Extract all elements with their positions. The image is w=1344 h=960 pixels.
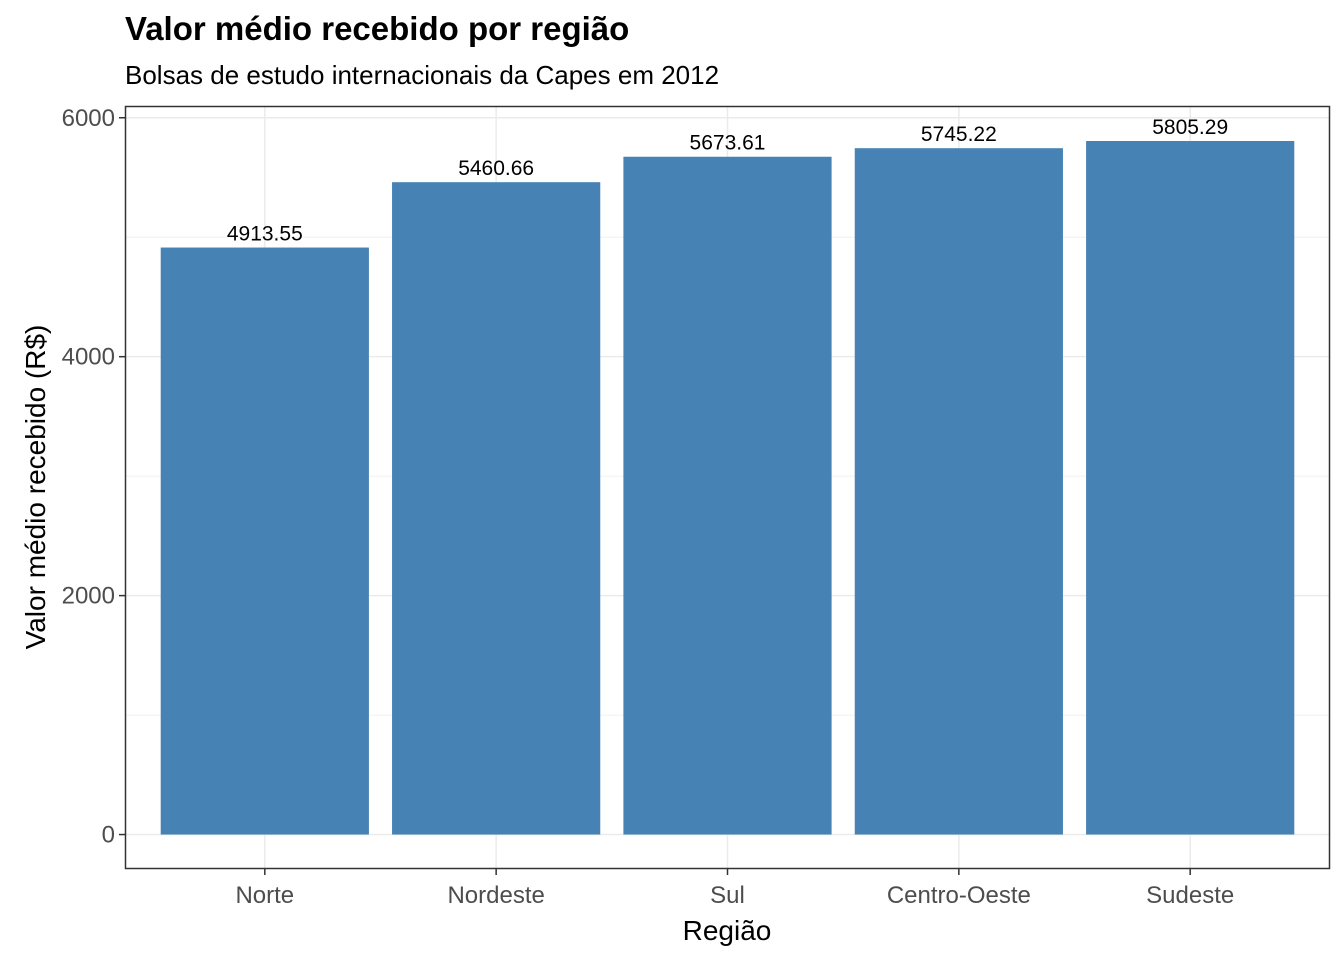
data-label: 5460.66 xyxy=(458,157,534,180)
y-tick-label: 6000 xyxy=(62,105,115,132)
y-tick-label: 2000 xyxy=(62,583,115,610)
bar-norte xyxy=(160,247,369,835)
bars xyxy=(160,141,1295,835)
bar-sul xyxy=(623,156,832,835)
x-tick-label: Sudeste xyxy=(1146,882,1234,909)
bar-sudeste xyxy=(1086,141,1295,835)
y-axis-title: Valor médio recebido (R$) xyxy=(20,325,51,650)
data-label: 5745.22 xyxy=(921,123,997,146)
data-label: 5673.61 xyxy=(690,132,766,155)
x-tick-label: Norte xyxy=(235,882,294,909)
data-labels: 4913.55 5460.66 5673.61 5745.22 5805.29 xyxy=(227,116,1228,246)
bar-centro-oeste xyxy=(854,148,1063,835)
chart-subtitle: Bolsas de estudo internacionais da Capes… xyxy=(125,60,720,90)
data-label: 5805.29 xyxy=(1152,116,1228,139)
y-tick-label: 0 xyxy=(102,822,115,849)
data-label: 4913.55 xyxy=(227,223,303,246)
x-axis-title: Região xyxy=(683,915,772,946)
x-tick-label: Sul xyxy=(710,882,745,909)
axes: 0 2000 4000 6000 Norte Nordeste Sul Centro-Oest… xyxy=(62,105,1235,909)
x-tick-label: Centro-Oeste xyxy=(887,882,1031,909)
chart-title: Valor médio recebido por região xyxy=(125,10,630,47)
x-tick-label: Nordeste xyxy=(447,882,544,909)
bar-nordeste xyxy=(392,182,601,835)
y-tick-label: 4000 xyxy=(62,344,115,371)
